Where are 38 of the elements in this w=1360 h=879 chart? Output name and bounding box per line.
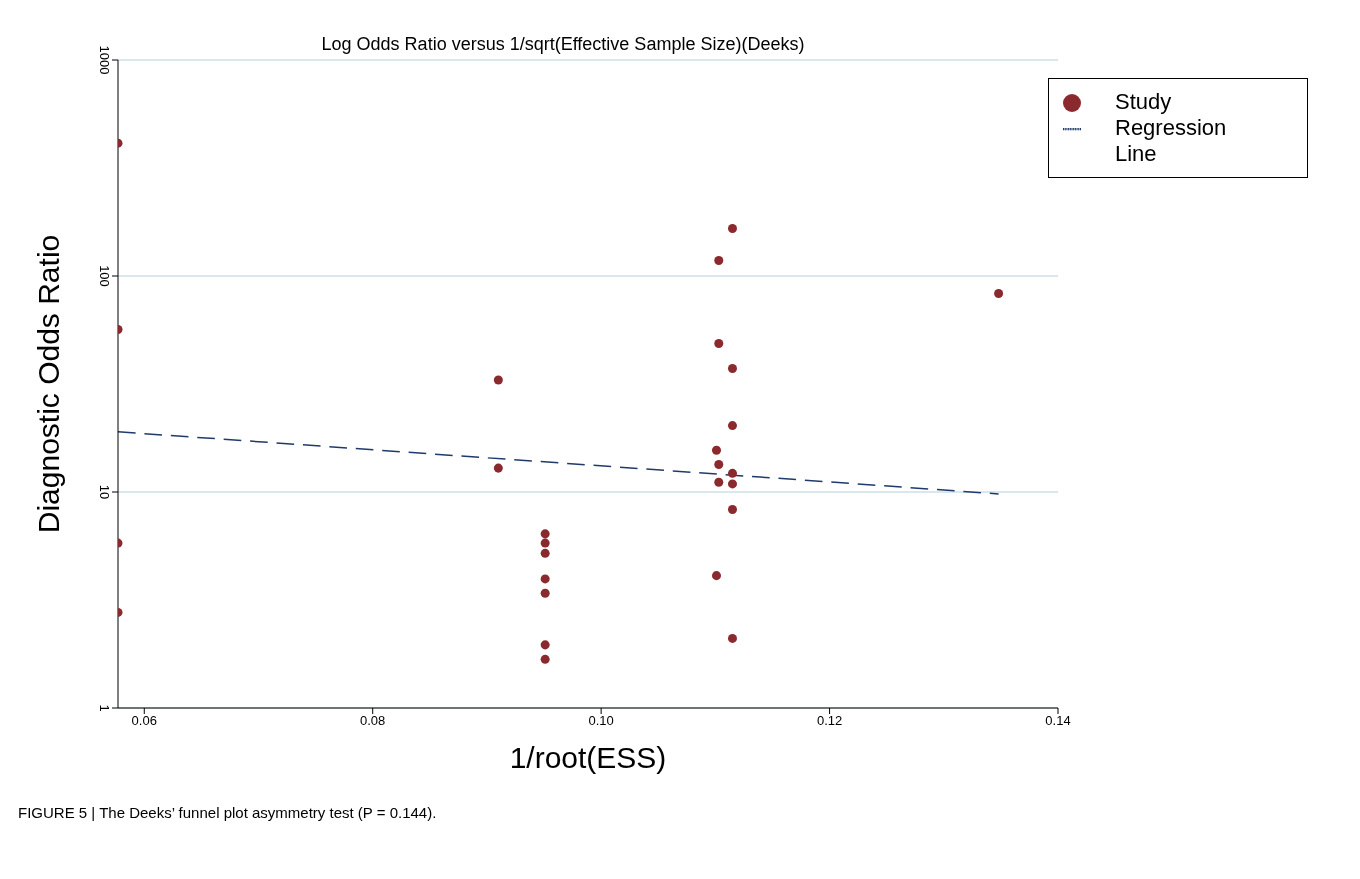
point: [727, 504, 737, 514]
point: [540, 654, 550, 664]
chart-title: Log Odds Ratio versus 1/sqrt(Effective Sample Size)(Deeks): [321, 34, 805, 54]
point: [994, 288, 1004, 298]
point: [727, 364, 737, 374]
point: [540, 640, 550, 650]
point: [714, 460, 724, 470]
point: [540, 574, 550, 584]
x-tick-label: 0.08: [360, 713, 386, 729]
point: [727, 468, 737, 478]
legend-label: Regression Line: [1115, 115, 1228, 167]
point: [727, 223, 737, 233]
x-tick-label: 0.12: [816, 713, 843, 729]
y-tick-label: 10: [97, 484, 112, 500]
point: [714, 338, 724, 348]
point: [711, 571, 722, 581]
y-tick-label: 100: [97, 265, 112, 287]
y-tick-label: 1: [97, 704, 112, 712]
caption: FIGURE 5 | The Deeks’ funnel plot asymmetry test (P = 0.144).: [17, 804, 438, 821]
x-tick-label: 0.10: [588, 713, 614, 729]
y-tick-label: 1000: [97, 45, 112, 75]
point: [714, 255, 724, 265]
y-axis-title: Diagnostic Odds Ratio: [31, 234, 65, 534]
point: [727, 421, 737, 431]
point: [540, 538, 550, 548]
legend-label: Study: [1115, 89, 1173, 115]
point: [714, 477, 724, 487]
x-tick-label: 0.06: [131, 713, 157, 729]
point: [540, 548, 550, 558]
point: [493, 375, 503, 385]
point: [727, 479, 737, 489]
x-axis-title: 1/root(ESS): [509, 741, 667, 774]
point: [493, 463, 503, 473]
x-tick-label: 0.14: [1045, 713, 1071, 729]
point: [727, 633, 737, 643]
point: [540, 588, 550, 598]
point: [711, 445, 722, 455]
point: [540, 529, 550, 539]
